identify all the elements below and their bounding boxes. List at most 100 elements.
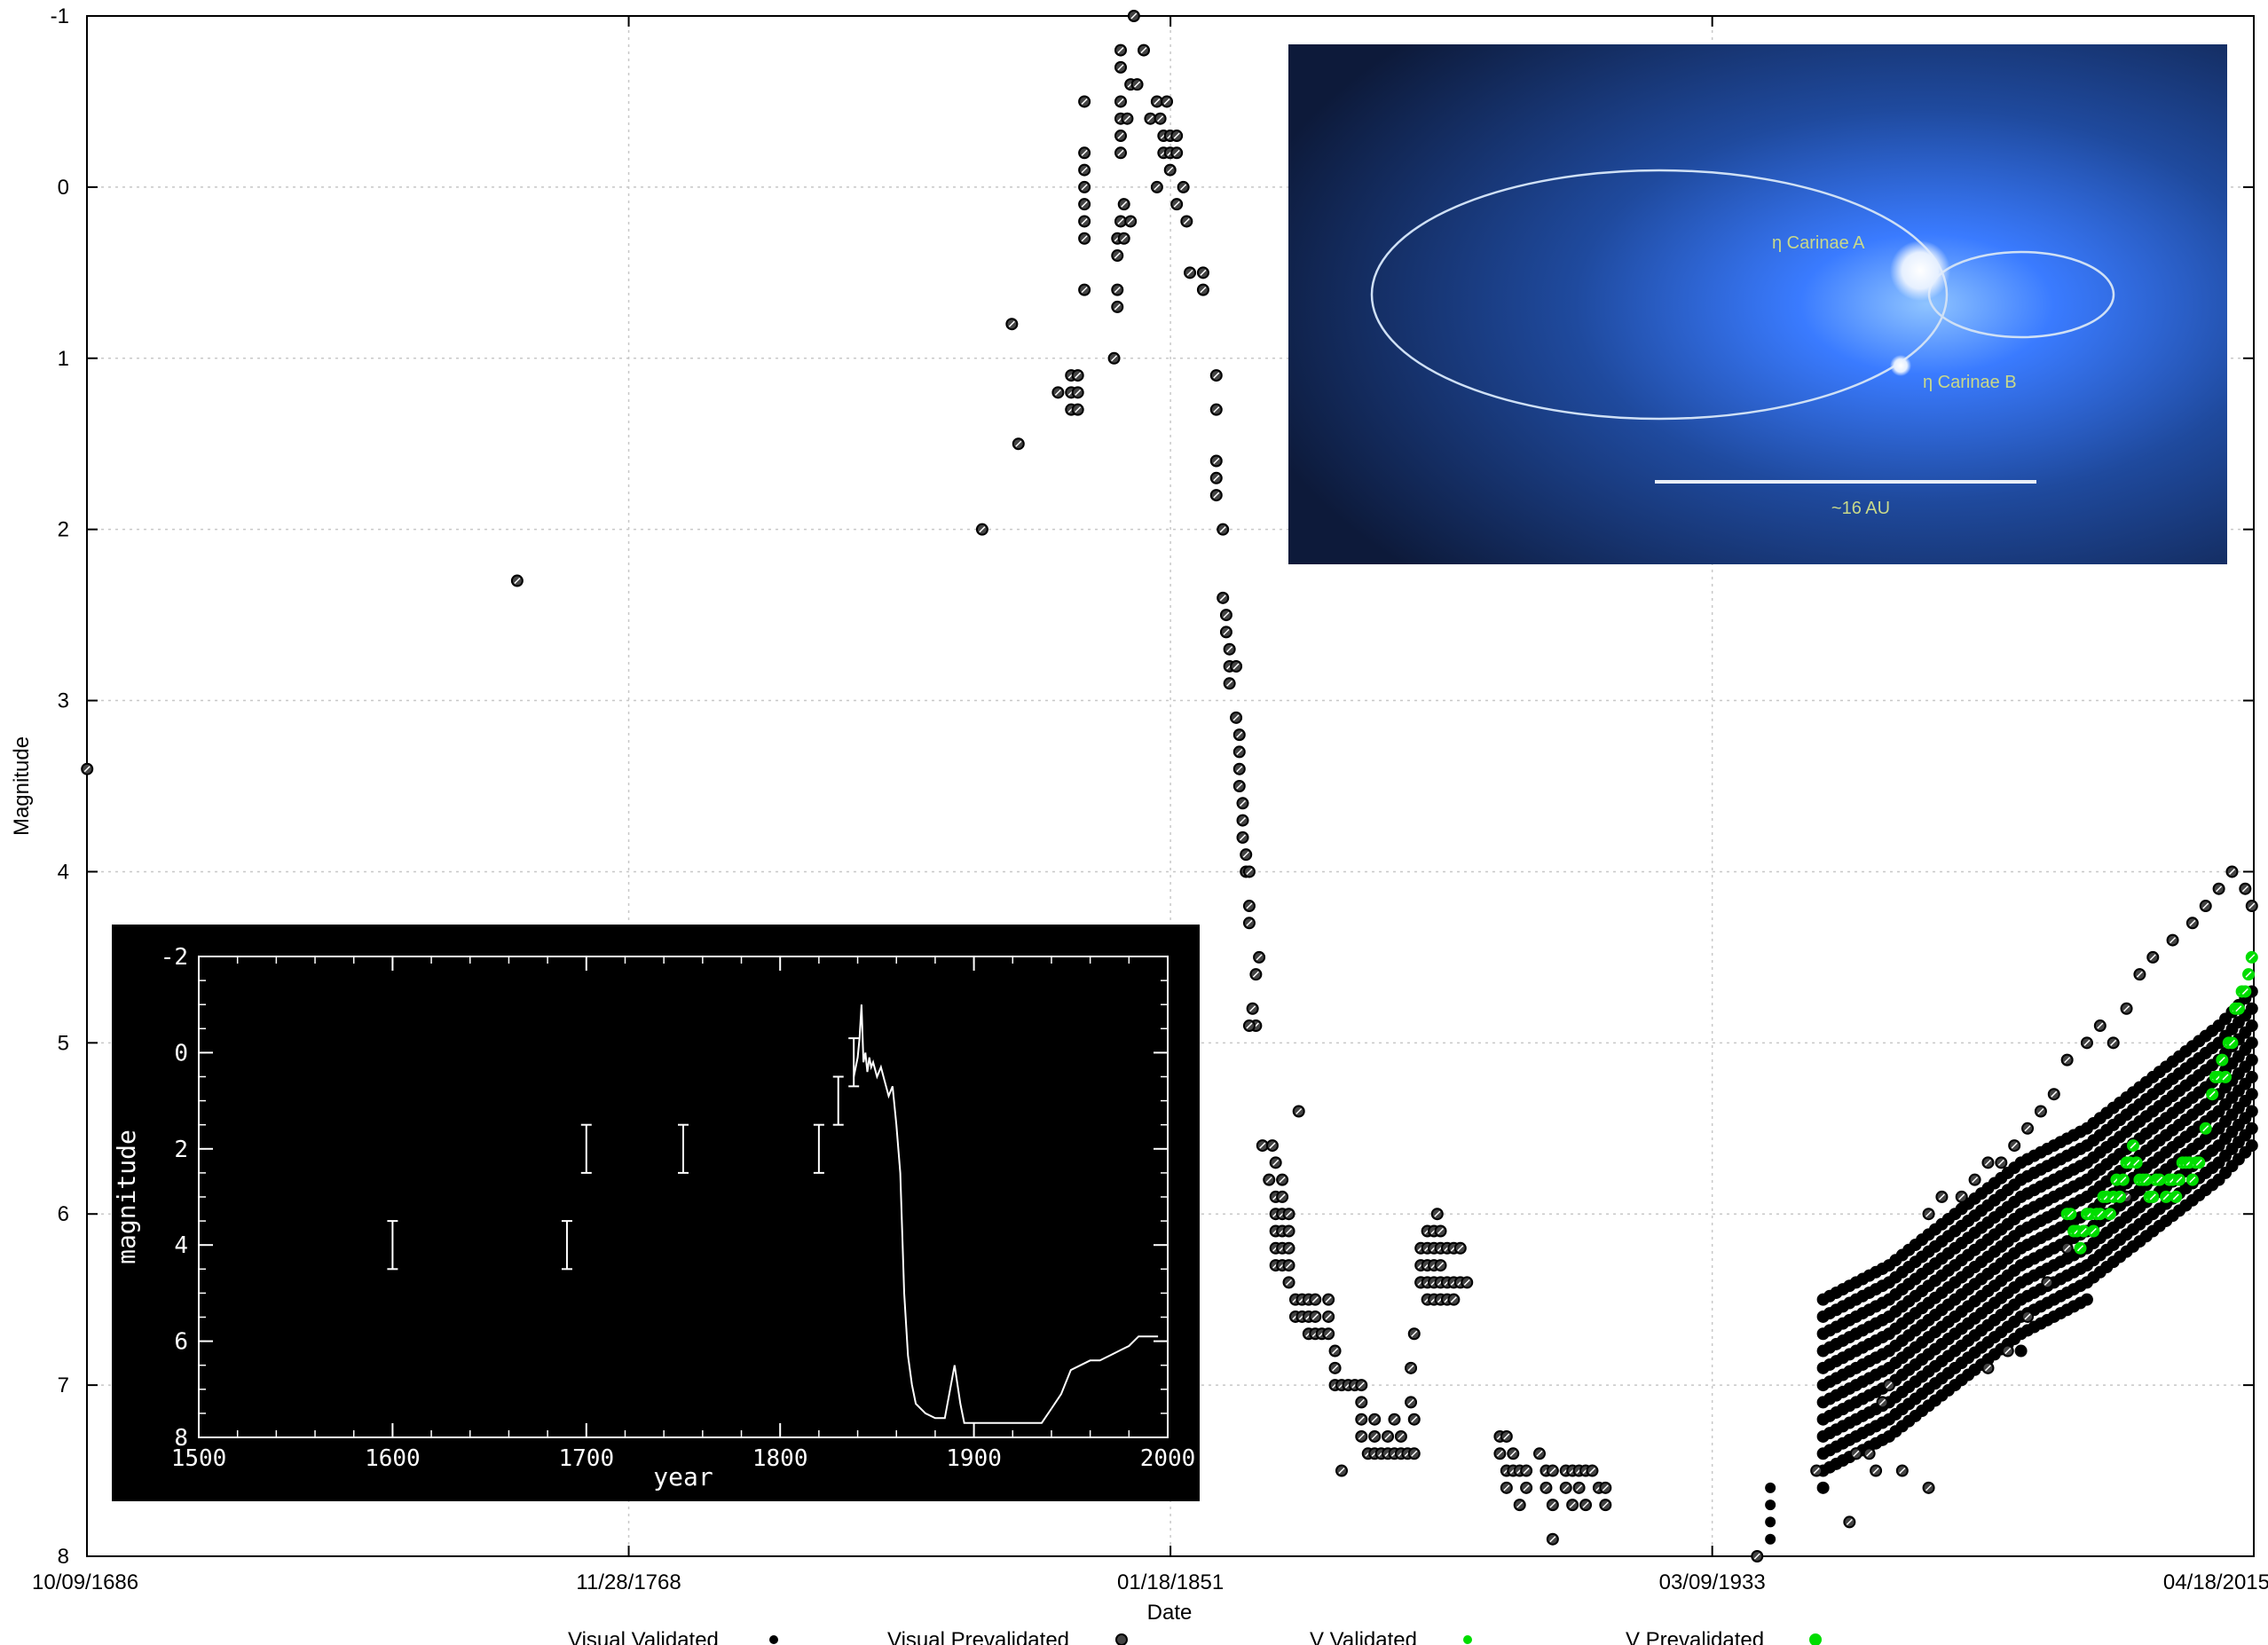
- point-visual-validated: [1765, 1533, 1776, 1545]
- point-hatch: [1972, 1177, 1979, 1184]
- point-visual-prevalidated: [1078, 215, 1091, 228]
- inset-error-bars: [387, 1037, 860, 1271]
- scale-label: ~16 AU: [1831, 499, 1890, 518]
- point-hatch: [1325, 1296, 1332, 1303]
- point-hatch: [1358, 1416, 1365, 1423]
- point-visual-prevalidated: [1447, 1293, 1461, 1306]
- y-tick-label: 6: [58, 1202, 69, 1226]
- point-v-prevalidated: [2245, 950, 2258, 964]
- point-hatch: [1371, 1433, 1378, 1440]
- legend-marker: [1115, 1633, 1128, 1645]
- inset-y-tick-label: 0: [174, 1040, 188, 1066]
- binary-star-illustration: η Carinae A η Carinae B ~16 AU: [1288, 44, 2227, 564]
- point-hatch: [1236, 766, 1243, 773]
- point-hatch: [1081, 201, 1088, 208]
- y-tick-label: 4: [58, 860, 69, 884]
- point-hatch: [1523, 1468, 1530, 1475]
- point-hatch: [1239, 799, 1247, 807]
- point-hatch: [1117, 64, 1124, 71]
- point-hatch: [1286, 1262, 1293, 1269]
- point-hatch: [1450, 1296, 1457, 1303]
- point-hatch: [1984, 1365, 1991, 1372]
- point-visual-prevalidated: [1559, 1481, 1572, 1494]
- point-hatch: [1437, 1262, 1445, 1269]
- point-hatch: [1325, 1330, 1332, 1337]
- legend-marker: [769, 1635, 778, 1644]
- point-hatch: [1186, 269, 1193, 276]
- point-hatch: [1081, 167, 1088, 174]
- point-visual-prevalidated: [1127, 10, 1140, 22]
- point-hatch: [1407, 1398, 1414, 1405]
- point-visual-prevalidated: [1507, 1447, 1520, 1460]
- point-hatch: [2241, 988, 2248, 995]
- point-hatch: [2024, 1125, 2031, 1132]
- point-visual-prevalidated: [1230, 711, 1243, 724]
- star-a: [1890, 240, 1950, 301]
- point-visual-prevalidated: [1579, 1499, 1593, 1512]
- point-visual-prevalidated: [2146, 950, 2160, 964]
- point-visual-prevalidated: [1870, 1464, 1883, 1477]
- point-hatch: [1140, 47, 1147, 54]
- point-hatch: [1239, 817, 1247, 824]
- point-visual-prevalidated: [1114, 130, 1127, 143]
- point-visual-prevalidated: [1117, 232, 1130, 245]
- point-hatch: [1753, 1553, 1760, 1560]
- point-hatch: [1180, 184, 1187, 191]
- inset-error-bar: [580, 1123, 592, 1174]
- point-visual-prevalidated: [1430, 1208, 1444, 1221]
- point-hatch: [1130, 12, 1138, 20]
- point-hatch: [1256, 954, 1263, 961]
- inset-x-tick-label: 1800: [752, 1445, 808, 1472]
- point-visual-prevalidated: [1282, 1259, 1295, 1272]
- point-hatch: [1503, 1484, 1510, 1492]
- point-hatch: [83, 766, 91, 773]
- point-hatch: [1265, 1177, 1272, 1184]
- point-visual-prevalidated: [1572, 1481, 1586, 1494]
- band-point: [2014, 1344, 2028, 1358]
- point-visual-prevalidated: [1209, 489, 1223, 502]
- point-visual-prevalidated: [1368, 1413, 1382, 1426]
- point-hatch: [1549, 1501, 1556, 1508]
- point-visual-prevalidated: [1230, 659, 1243, 673]
- point-visual-prevalidated: [1520, 1464, 1533, 1477]
- point-v-prevalidated: [2216, 1053, 2229, 1066]
- point-hatch: [2133, 1159, 2140, 1166]
- band-point: [2080, 1293, 2093, 1306]
- inset-x-axis-label: year: [653, 1462, 713, 1492]
- x-axis-ticks: 10/09/1686 11/28/1768 01/18/1851 03/09/1933…: [32, 16, 2268, 1594]
- legend-label: V Validated: [1310, 1628, 1417, 1645]
- point-hatch: [1390, 1416, 1398, 1423]
- point-hatch: [1358, 1381, 1365, 1389]
- inset-error-bar: [561, 1220, 572, 1271]
- point-visual-prevalidated: [2212, 882, 2225, 895]
- point-visual-prevalidated: [1154, 112, 1167, 125]
- point-hatch: [2228, 1039, 2236, 1046]
- label-star-a: η Carinae A: [1772, 233, 1865, 253]
- point-hatch: [1081, 235, 1088, 242]
- point-hatch: [1246, 902, 1253, 909]
- point-hatch: [1516, 1501, 1524, 1508]
- point-v-prevalidated: [2103, 1208, 2116, 1221]
- point-hatch: [1173, 201, 1180, 208]
- point-hatch: [2195, 1159, 2202, 1166]
- point-visual-prevalidated: [1922, 1481, 1935, 1494]
- point-hatch: [2143, 1177, 2150, 1184]
- point-visual-prevalidated: [1236, 830, 1249, 844]
- inset-error-bar: [813, 1123, 824, 1174]
- point-hatch: [1219, 594, 1226, 602]
- photo-background: [1288, 44, 2227, 564]
- point-hatch: [1434, 1210, 1441, 1217]
- point-visual-prevalidated: [1265, 1139, 1279, 1153]
- point-hatch: [1015, 440, 1022, 447]
- point-visual-prevalidated: [1217, 523, 1230, 536]
- point-v-prevalidated: [2130, 1156, 2143, 1169]
- point-hatch: [1872, 1468, 1879, 1475]
- point-visual-prevalidated: [2093, 1019, 2107, 1033]
- point-hatch: [1279, 1177, 1286, 1184]
- point-visual-prevalidated: [1078, 95, 1091, 108]
- point-visual-prevalidated: [1882, 1379, 1895, 1392]
- point-visual-prevalidated: [2080, 1036, 2093, 1050]
- point-hatch: [1286, 1245, 1293, 1252]
- point-visual-prevalidated: [1232, 762, 1246, 775]
- point-visual-prevalidated: [1599, 1499, 1612, 1512]
